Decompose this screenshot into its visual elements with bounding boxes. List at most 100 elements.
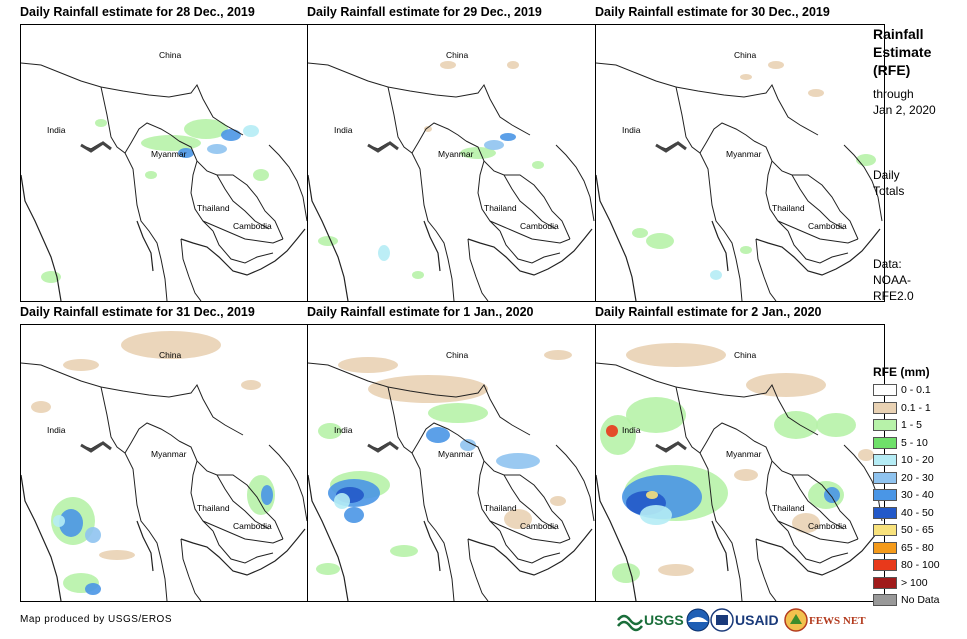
legend-item: 0 - 0.1 (873, 383, 931, 398)
legend-label: 80 - 100 (901, 559, 940, 571)
fews-net-logo: FEWS NET (784, 608, 866, 632)
legend-label: 65 - 80 (901, 541, 934, 554)
legend-title: RFE (mm) (873, 365, 930, 379)
agency-logos: USGS USAID FEWS NET (616, 606, 866, 634)
legend-label: 30 - 40 (901, 489, 934, 501)
legend-swatch (873, 524, 897, 537)
rfe-title-line3: (RFE) (873, 62, 911, 78)
totals-label: Totals (873, 184, 905, 198)
legend-swatch (873, 506, 897, 519)
place-label-india: India (622, 125, 641, 135)
panel-title: Daily Rainfall estimate for 28 Dec., 201… (20, 5, 255, 19)
place-label-india: India (47, 125, 66, 135)
legend-item: 0.1 - 1 (873, 401, 931, 416)
legend-swatch (873, 401, 897, 414)
map-credit: Map produced by USGS/EROS (20, 614, 173, 625)
rfe-title-line2: Estimate (873, 44, 932, 60)
legend-swatch (873, 436, 897, 449)
usaid-logo: USAID (710, 608, 779, 632)
place-label-china: China (734, 350, 756, 360)
place-label-cambodia: Cambodia (520, 521, 559, 531)
legend-label: 0 - 0.1 (901, 384, 931, 396)
legend-label: 20 - 30 (901, 471, 934, 484)
legend-label: No Data (901, 594, 940, 606)
legend-item: 40 - 50 (873, 506, 934, 521)
map-frame: China India Myanmar Thailand Cambodia (595, 324, 885, 602)
svg-text:USAID: USAID (735, 612, 779, 628)
legend-item: 5 - 10 (873, 436, 928, 451)
svg-text:USGS: USGS (644, 612, 684, 628)
place-label-myanmar: Myanmar (438, 149, 474, 159)
map-frame: China India Myanmar Thailand Cambodia (20, 324, 310, 602)
place-label-thailand: Thailand (772, 503, 805, 513)
panel-title: Daily Rainfall estimate for 31 Dec., 201… (20, 305, 255, 319)
legend-item: 65 - 80 (873, 541, 934, 556)
noaa-logo (686, 608, 710, 632)
legend-label: 50 - 65 (901, 524, 934, 536)
legend-label: > 100 (901, 576, 928, 589)
place-label-thailand: Thailand (484, 503, 517, 513)
map-frame: China India Myanmar Thailand Cambodia (307, 324, 597, 602)
legend-swatch (873, 559, 897, 572)
data-source-line1: NOAA- (873, 273, 912, 287)
panel-title: Daily Rainfall estimate for 29 Dec., 201… (307, 5, 542, 19)
rfe-title-line1: Rainfall (873, 26, 924, 42)
legend-item: > 100 (873, 576, 928, 591)
map-panel: Daily Rainfall estimate for 29 Dec., 201… (307, 2, 597, 302)
legend-item: 10 - 20 (873, 453, 934, 468)
place-label-china: China (159, 50, 181, 60)
place-label-cambodia: Cambodia (808, 221, 847, 231)
place-label-myanmar: Myanmar (726, 149, 762, 159)
place-label-china: China (446, 350, 468, 360)
place-label-myanmar: Myanmar (726, 449, 762, 459)
legend-swatch (873, 541, 897, 554)
map-panel: Daily Rainfall estimate for 31 Dec., 201… (20, 302, 310, 602)
legend-label: 0.1 - 1 (901, 401, 931, 414)
place-label-thailand: Thailand (197, 503, 230, 513)
through-label: through (873, 87, 914, 101)
through-date: Jan 2, 2020 (873, 103, 936, 117)
legend-swatch (873, 576, 897, 589)
place-label-india: India (334, 125, 353, 135)
panel-title: Daily Rainfall estimate for 30 Dec., 201… (595, 5, 830, 19)
legend-swatch (873, 471, 897, 484)
place-label-thailand: Thailand (772, 203, 805, 213)
map-frame: China India Myanmar Thailand Cambodia (307, 24, 597, 302)
legend-item: 30 - 40 (873, 488, 934, 503)
legend-swatch (873, 454, 897, 467)
legend-label: 5 - 10 (901, 436, 928, 449)
place-label-myanmar: Myanmar (151, 449, 187, 459)
usgs-logo: USGS (617, 612, 684, 632)
legend-label: 1 - 5 (901, 419, 923, 431)
map-panel: Daily Rainfall estimate for 30 Dec., 201… (595, 2, 885, 302)
data-source-line2: RFE2.0 (873, 289, 914, 303)
map-panel: Daily Rainfall estimate for 1 Jan., 2020… (307, 302, 597, 602)
place-label-china: China (446, 50, 468, 60)
legend-swatch (873, 594, 897, 607)
legend-swatch (873, 489, 897, 502)
legend-item: 80 - 100 (873, 558, 940, 573)
svg-text:FEWS NET: FEWS NET (809, 615, 866, 627)
legend-swatch (873, 419, 897, 432)
legend-label: 40 - 50 (901, 506, 934, 519)
place-label-cambodia: Cambodia (808, 521, 847, 531)
legend-swatch (873, 384, 897, 397)
map-frame: China India Myanmar Thailand Cambodia (20, 24, 310, 302)
place-label-cambodia: Cambodia (233, 521, 272, 531)
place-label-india: India (47, 425, 66, 435)
place-label-china: China (734, 50, 756, 60)
legend-item: No Data (873, 593, 940, 608)
map-panel: Daily Rainfall estimate for 2 Jan., 2020… (595, 302, 885, 602)
place-label-thailand: Thailand (484, 203, 517, 213)
legend-label: 10 - 20 (901, 454, 934, 466)
place-label-china: China (159, 350, 181, 360)
place-label-india: India (622, 425, 641, 435)
place-label-cambodia: Cambodia (520, 221, 559, 231)
legend-item: 1 - 5 (873, 418, 922, 433)
data-label: Data: (873, 257, 902, 271)
